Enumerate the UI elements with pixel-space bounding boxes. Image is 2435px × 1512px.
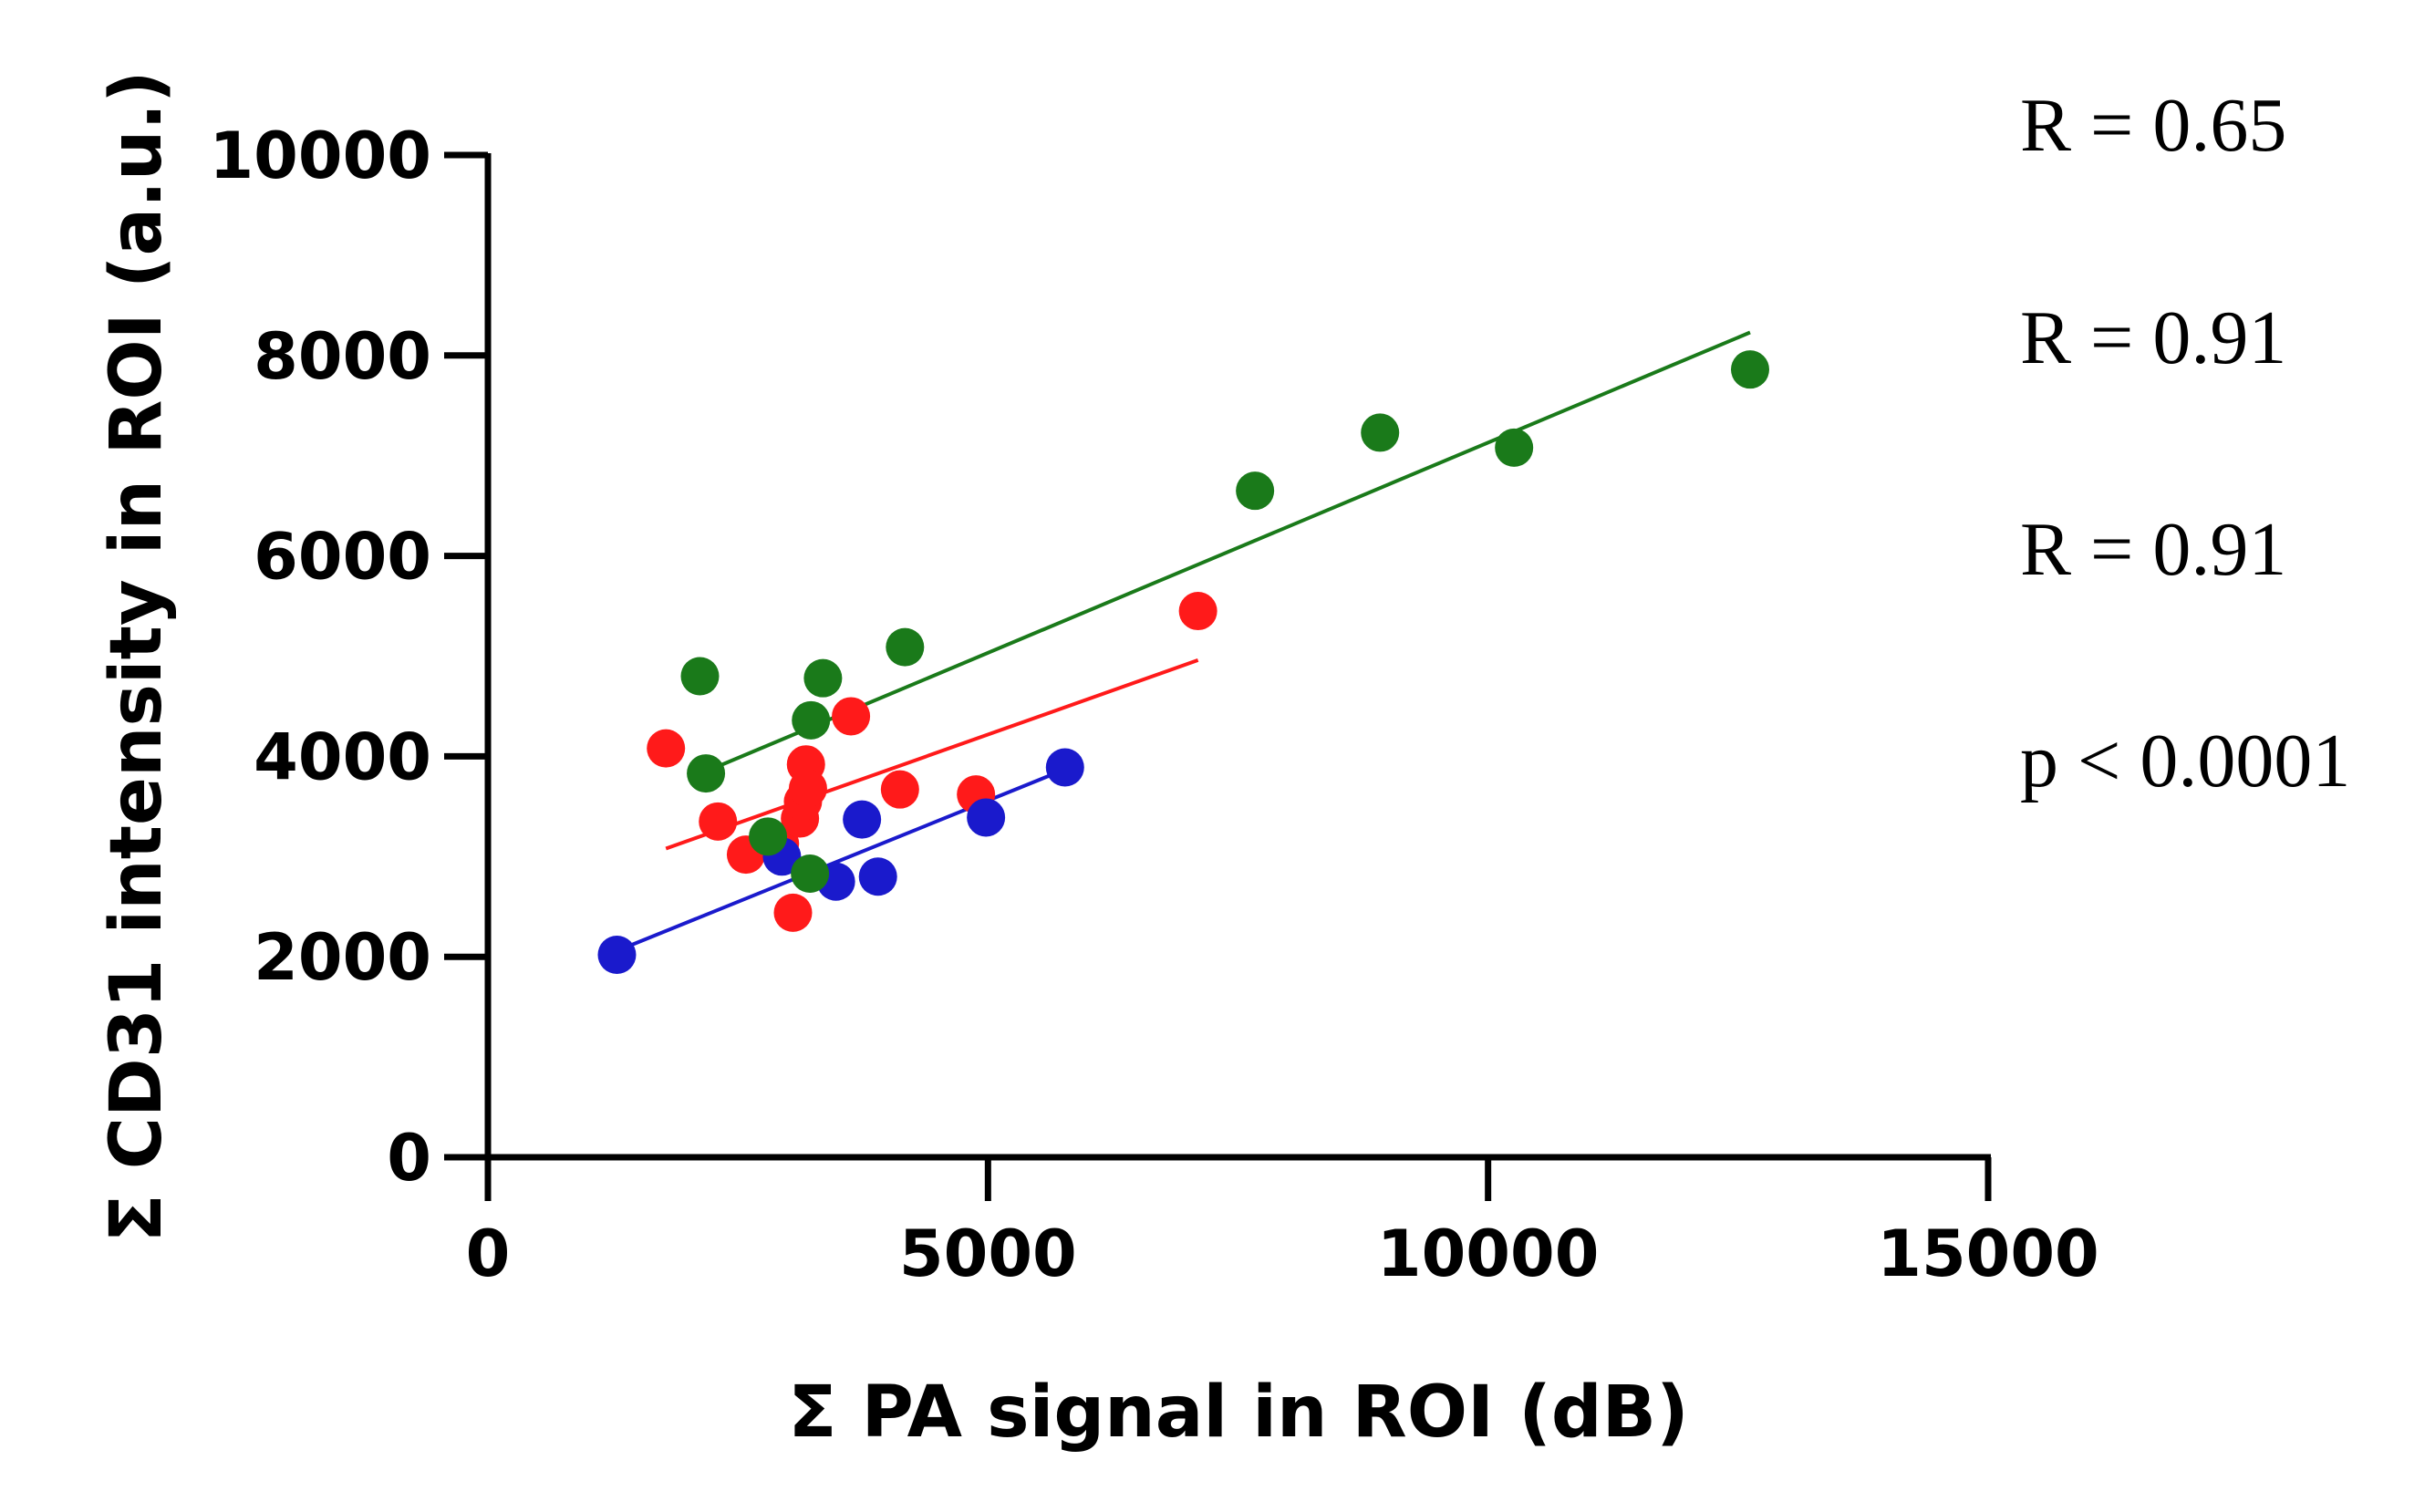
data-point-blue [597, 936, 637, 975]
data-point-green [1236, 471, 1275, 511]
y-tick-label: 10000 [209, 119, 431, 193]
y-tick-label: 6000 [254, 520, 431, 595]
data-point-green [749, 817, 788, 856]
annotation-p-value: p < 0.0001 [2020, 719, 2350, 803]
data-point-red [773, 893, 813, 932]
data-point-green [687, 754, 726, 793]
annotations: R = 0.65 R = 0.91 R = 0.91 p < 0.0001 [2020, 83, 2350, 803]
fit-line-blue [616, 767, 1066, 953]
x-ticks: 0 5000 10000 15000 [466, 1157, 2099, 1291]
data-point-green [886, 627, 925, 667]
data-point-green [1730, 350, 1769, 389]
x-axis-title: Σ PA signal in ROI (dB) [788, 1372, 1689, 1454]
y-tick-label: 2000 [254, 920, 431, 995]
axes [484, 153, 1991, 1161]
y-tick-label: 0 [387, 1121, 431, 1196]
x-tick-label: 15000 [1877, 1217, 2099, 1291]
y-tick-label: 8000 [254, 319, 431, 394]
annotation-r-red: R = 0.65 [2020, 83, 2286, 168]
annotation-r-green: R = 0.91 [2020, 507, 2286, 592]
data-point-green [680, 657, 720, 696]
data-point-red [647, 729, 686, 768]
fit-line-red [665, 658, 1199, 851]
data-point-red [1178, 592, 1218, 631]
data-point-green [791, 854, 830, 893]
data-point-green [803, 658, 843, 698]
data-point-blue [967, 798, 1006, 837]
y-tick-label: 4000 [254, 720, 431, 794]
fit-line-green [705, 330, 1751, 773]
data-point-red [880, 770, 919, 809]
x-tick-label: 10000 [1377, 1217, 1600, 1291]
data-point-blue [858, 857, 897, 896]
data-point-blue [843, 800, 882, 839]
data-point-green [1495, 428, 1534, 467]
data-point-red [832, 697, 871, 736]
annotation-r-blue: R = 0.91 [2020, 295, 2286, 380]
data-point-green [792, 700, 831, 740]
y-axis-title: Σ CD31 intensity in ROI (a.u.) [96, 70, 178, 1242]
x-tick-label: 5000 [899, 1217, 1077, 1291]
data-point-green [1361, 413, 1400, 452]
data-point-red [788, 769, 827, 808]
data-points [597, 350, 1769, 975]
x-tick-label: 0 [466, 1217, 511, 1291]
data-point-blue [1045, 748, 1084, 787]
y-ticks: 0 2000 4000 6000 8000 10000 [209, 119, 488, 1196]
data-point-red [699, 802, 738, 841]
